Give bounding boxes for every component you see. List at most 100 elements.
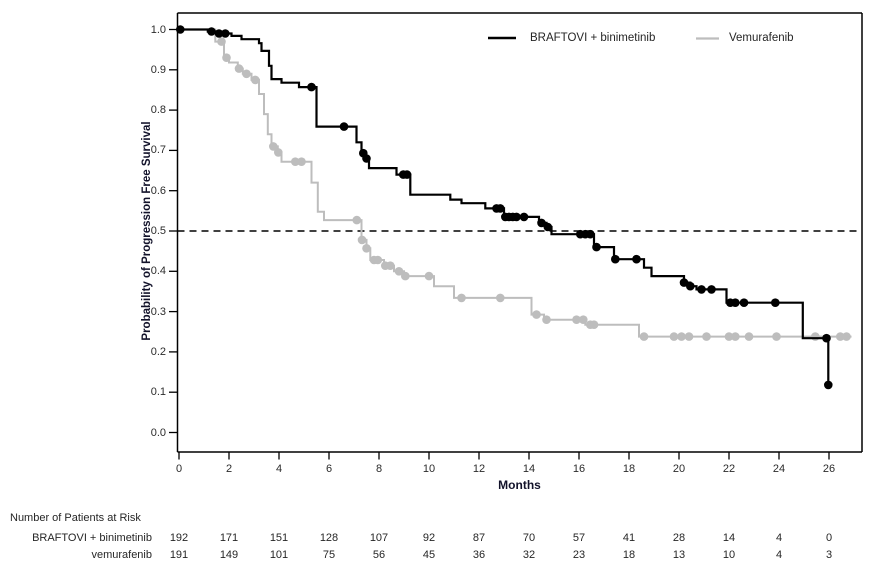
y-tick-label: 0.7	[150, 144, 166, 157]
censor-mark-vemurafenib	[731, 332, 740, 341]
censor-mark-braftovi-binimetinib	[731, 298, 740, 308]
censor-mark-braftovi-binimetinib	[586, 229, 595, 239]
censor-mark-braftovi-binimetinib	[362, 154, 371, 163]
censor-mark-braftovi-binimetinib	[739, 298, 749, 308]
censor-mark-vemurafenib	[542, 315, 551, 325]
risk-count-vemurafenib: 4	[775, 549, 783, 561]
risk-count-braftovi: 70	[522, 532, 536, 544]
risk-count-vemurafenib: 36	[472, 549, 486, 561]
censor-mark-vemurafenib	[222, 53, 231, 62]
legend-label-vemurafenib: Vemurafenib	[729, 32, 794, 44]
x-tick-label: 6	[325, 463, 333, 475]
risk-count-braftovi: 107	[369, 532, 389, 544]
censor-mark-vemurafenib	[251, 75, 260, 85]
risk-count-braftovi: 171	[219, 532, 239, 544]
censor-mark-vemurafenib	[677, 332, 686, 341]
y-tick-label: 0.4	[150, 265, 166, 278]
x-tick-label: 0	[175, 463, 183, 475]
risk-count-braftovi: 28	[672, 532, 686, 544]
risk-count-vemurafenib: 13	[672, 549, 686, 561]
censor-mark-vemurafenib	[386, 261, 395, 271]
censor-mark-braftovi-binimetinib	[679, 278, 689, 287]
censor-mark-vemurafenib	[572, 315, 581, 325]
censor-mark-braftovi-binimetinib	[686, 281, 695, 291]
y-tick-label: 0.3	[150, 305, 166, 318]
censor-mark-braftovi-binimetinib	[592, 242, 601, 252]
risk-count-braftovi: 192	[169, 532, 189, 544]
x-tick-label: 22	[722, 463, 736, 475]
y-tick-label: 0.5	[150, 225, 166, 237]
censor-mark-vemurafenib	[234, 64, 244, 73]
censor-mark-vemurafenib	[362, 244, 371, 253]
censor-mark-braftovi-binimetinib	[611, 254, 620, 264]
censor-mark-vemurafenib	[352, 215, 362, 225]
censor-mark-braftovi-binimetinib	[822, 333, 831, 343]
y-tick-label: 0.6	[150, 184, 166, 197]
x-tick-label: 4	[275, 463, 283, 475]
censor-mark-vemurafenib	[496, 293, 505, 303]
y-tick-label: 0.1	[150, 386, 166, 399]
censor-mark-vemurafenib	[401, 271, 410, 281]
risk-count-vemurafenib: 101	[269, 549, 289, 561]
censor-mark-braftovi-binimetinib	[207, 27, 216, 36]
x-tick-label: 12	[472, 463, 486, 475]
censor-mark-braftovi-binimetinib	[707, 285, 716, 294]
censor-mark-braftovi-binimetinib	[632, 254, 641, 264]
risk-row-label-braftovi: BRAFTOVI + binimetinib	[32, 532, 152, 544]
risk-count-braftovi: 14	[722, 532, 736, 544]
censor-mark-vemurafenib	[639, 332, 649, 341]
risk-count-vemurafenib: 149	[219, 549, 239, 561]
censor-mark-vemurafenib	[297, 157, 306, 166]
risk-count-vemurafenib: 23	[572, 549, 586, 561]
censor-mark-vemurafenib	[242, 69, 251, 79]
x-axis-title: Months	[498, 478, 541, 492]
risk-count-vemurafenib: 18	[622, 549, 636, 561]
risk-count-braftovi: 57	[572, 532, 586, 544]
x-tick-label: 16	[572, 463, 586, 475]
censor-mark-vemurafenib	[274, 148, 283, 157]
censor-mark-braftovi-binimetinib	[512, 212, 521, 222]
risk-count-vemurafenib: 3	[825, 549, 833, 561]
censor-mark-vemurafenib	[811, 332, 820, 341]
censor-mark-vemurafenib	[394, 267, 404, 276]
y-tick-label: 0.2	[150, 345, 166, 358]
legend-label-braftovi: BRAFTOVI + binimetinib	[530, 32, 656, 44]
censor-mark-vemurafenib	[269, 142, 278, 151]
censor-mark-vemurafenib	[724, 332, 734, 341]
censor-mark-vemurafenib	[424, 271, 434, 281]
x-tick-label: 8	[375, 463, 383, 475]
censor-mark-vemurafenib	[702, 332, 711, 341]
censor-mark-vemurafenib	[579, 315, 588, 325]
censor-mark-braftovi-binimetinib	[543, 222, 553, 232]
censor-mark-braftovi-binimetinib	[496, 204, 505, 213]
censor-mark-vemurafenib	[669, 332, 679, 341]
censor-mark-vemurafenib	[842, 332, 851, 341]
censor-mark-braftovi-binimetinib	[176, 25, 185, 34]
x-tick-label: 24	[772, 463, 786, 475]
km-curve-vemurafenib	[179, 28, 852, 338]
censor-mark-braftovi-binimetinib	[214, 29, 224, 38]
censor-mark-vemurafenib	[291, 157, 300, 166]
y-tick-label: 0.9	[150, 63, 166, 76]
risk-count-vemurafenib: 56	[372, 549, 386, 561]
risk-row-label-vemurafenib: vemurafenib	[91, 549, 152, 561]
censor-mark-vemurafenib	[373, 255, 383, 265]
censor-mark-braftovi-binimetinib	[402, 170, 412, 179]
censor-mark-braftovi-binimetinib	[307, 82, 316, 92]
censor-mark-vemurafenib	[457, 293, 466, 303]
censor-mark-vemurafenib	[744, 332, 754, 341]
risk-table-title: Number of Patients at Risk	[10, 512, 141, 524]
y-tick-label: 1.0	[150, 23, 166, 36]
km-curve-braftovi-binimetinib	[179, 28, 831, 386]
risk-count-vemurafenib: 75	[322, 549, 336, 561]
censor-mark-braftovi-binimetinib	[339, 122, 349, 131]
risk-count-braftovi: 151	[269, 532, 289, 544]
x-tick-label: 26	[822, 463, 836, 475]
risk-count-vemurafenib: 32	[522, 549, 536, 561]
censor-mark-braftovi-binimetinib	[824, 380, 833, 390]
censor-mark-vemurafenib	[684, 332, 694, 341]
risk-count-braftovi: 92	[422, 532, 436, 544]
x-tick-label: 10	[422, 463, 436, 475]
